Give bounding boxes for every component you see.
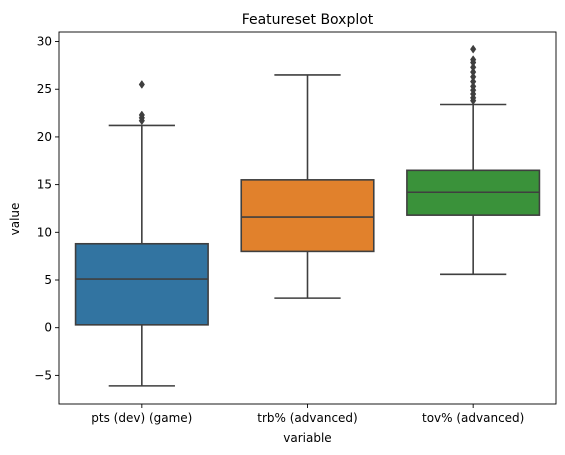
box-group: [406, 44, 541, 276]
y-axis: −5 0 5 10 15 20 25 30: [34, 35, 59, 382]
chart-title: Featureset Boxplot: [242, 12, 374, 28]
x-tick-label: trb% (advanced): [257, 411, 357, 425]
outlier-point: [470, 72, 477, 82]
x-tick-label: pts (dev) (game): [91, 411, 192, 425]
y-tick-label: 30: [37, 35, 52, 49]
outlier-point: [470, 67, 477, 77]
box-iqr: [240, 179, 375, 253]
outlier-point: [470, 77, 477, 87]
y-tick-label: 10: [37, 225, 52, 239]
plot-area: [58, 31, 557, 405]
outlier-point: [470, 62, 477, 72]
y-axis-label: value: [8, 203, 22, 236]
y-tick-label: 5: [44, 273, 52, 287]
outlier-point: [470, 44, 477, 54]
x-axis: pts (dev) (game) trb% (advanced) tov% (adv…: [91, 404, 524, 425]
outlier-point: [470, 55, 477, 65]
x-tick-label: tov% (advanced): [422, 411, 524, 425]
y-tick-label: 25: [37, 82, 52, 96]
y-tick-label: 15: [37, 178, 52, 192]
outlier-point: [138, 110, 145, 120]
y-tick-label: −5: [34, 368, 52, 382]
x-axis-label: variable: [283, 431, 331, 445]
y-tick-label: 0: [44, 321, 52, 335]
box-group: [74, 80, 209, 387]
box-group: [240, 74, 375, 299]
y-tick-label: 20: [37, 130, 52, 144]
box-iqr: [74, 242, 209, 326]
outlier-point: [470, 81, 477, 91]
outlier-point: [138, 80, 145, 89]
